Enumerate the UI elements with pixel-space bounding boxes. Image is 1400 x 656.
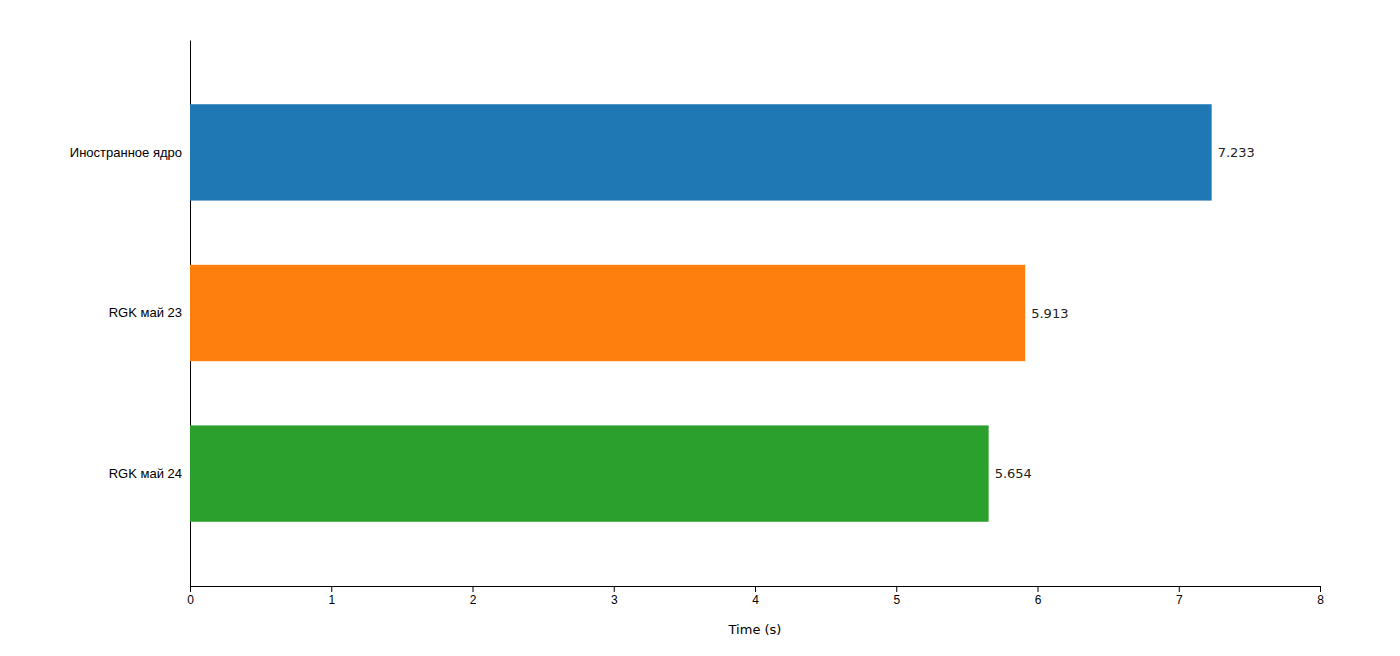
- tick: 3: [611, 586, 618, 607]
- tick: RGK май 24: [109, 466, 190, 481]
- tick: 8: [1317, 586, 1324, 607]
- bars: [190, 104, 1212, 522]
- tick-mark: [1320, 586, 1321, 592]
- x-axis: 0 1 2 3 4 5 6 7 8: [187, 586, 1324, 607]
- tick-label: 1: [328, 593, 335, 607]
- tick-label: 0: [187, 593, 194, 607]
- y-axis: RGK май 24 RGK май 23 Иностранное ядро: [70, 41, 191, 587]
- tick-label: 4: [752, 593, 759, 607]
- tick: 4: [752, 586, 759, 607]
- tick-label: RGK май 24: [109, 466, 182, 481]
- tick: Иностранное ядро: [70, 145, 190, 160]
- tick-mark: [1038, 586, 1039, 592]
- tick-mark: [614, 586, 615, 592]
- tick-label: 5: [893, 593, 900, 607]
- bar: [190, 104, 1212, 200]
- tick: 2: [470, 586, 477, 607]
- tick: 7: [1176, 586, 1183, 607]
- bar: [190, 425, 989, 521]
- tick-label: RGK май 23: [109, 305, 182, 320]
- data-label: 7.233: [1218, 145, 1255, 160]
- tick: 6: [1035, 586, 1042, 607]
- data-label: 5.913: [1031, 306, 1068, 321]
- tick: RGK май 23: [109, 305, 190, 320]
- axis-line: [191, 587, 1321, 593]
- data-labels: 5.654 5.913 7.233: [995, 145, 1255, 481]
- plot: 0 1 2 3 4 5 6 7 8 RGK май 24 RGK май 23 Иностранное…: [70, 41, 1324, 607]
- tick-label: 7: [1176, 593, 1183, 607]
- chart: 0 1 2 3 4 5 6 7 8 RGK май 24 RGK май 23 Иностранное…: [0, 0, 1400, 656]
- tick-mark: [473, 586, 474, 592]
- tick-mark: [896, 586, 897, 592]
- tick-label: 8: [1317, 593, 1324, 607]
- tick: 1: [328, 586, 335, 607]
- bar: [190, 265, 1025, 361]
- tick-mark: [755, 586, 756, 592]
- tick-mark: [331, 586, 332, 592]
- tick-label: Иностранное ядро: [70, 145, 182, 160]
- tick-label: 3: [611, 593, 618, 607]
- x-axis-title: Time (s): [728, 622, 782, 637]
- data-label: 5.654: [995, 466, 1032, 481]
- tick: 0: [187, 586, 194, 607]
- tick: 5: [893, 586, 900, 607]
- tick-label: 2: [470, 593, 477, 607]
- tick-mark: [1179, 586, 1180, 592]
- tick-mark: [190, 586, 191, 592]
- tick-label: 6: [1035, 593, 1042, 607]
